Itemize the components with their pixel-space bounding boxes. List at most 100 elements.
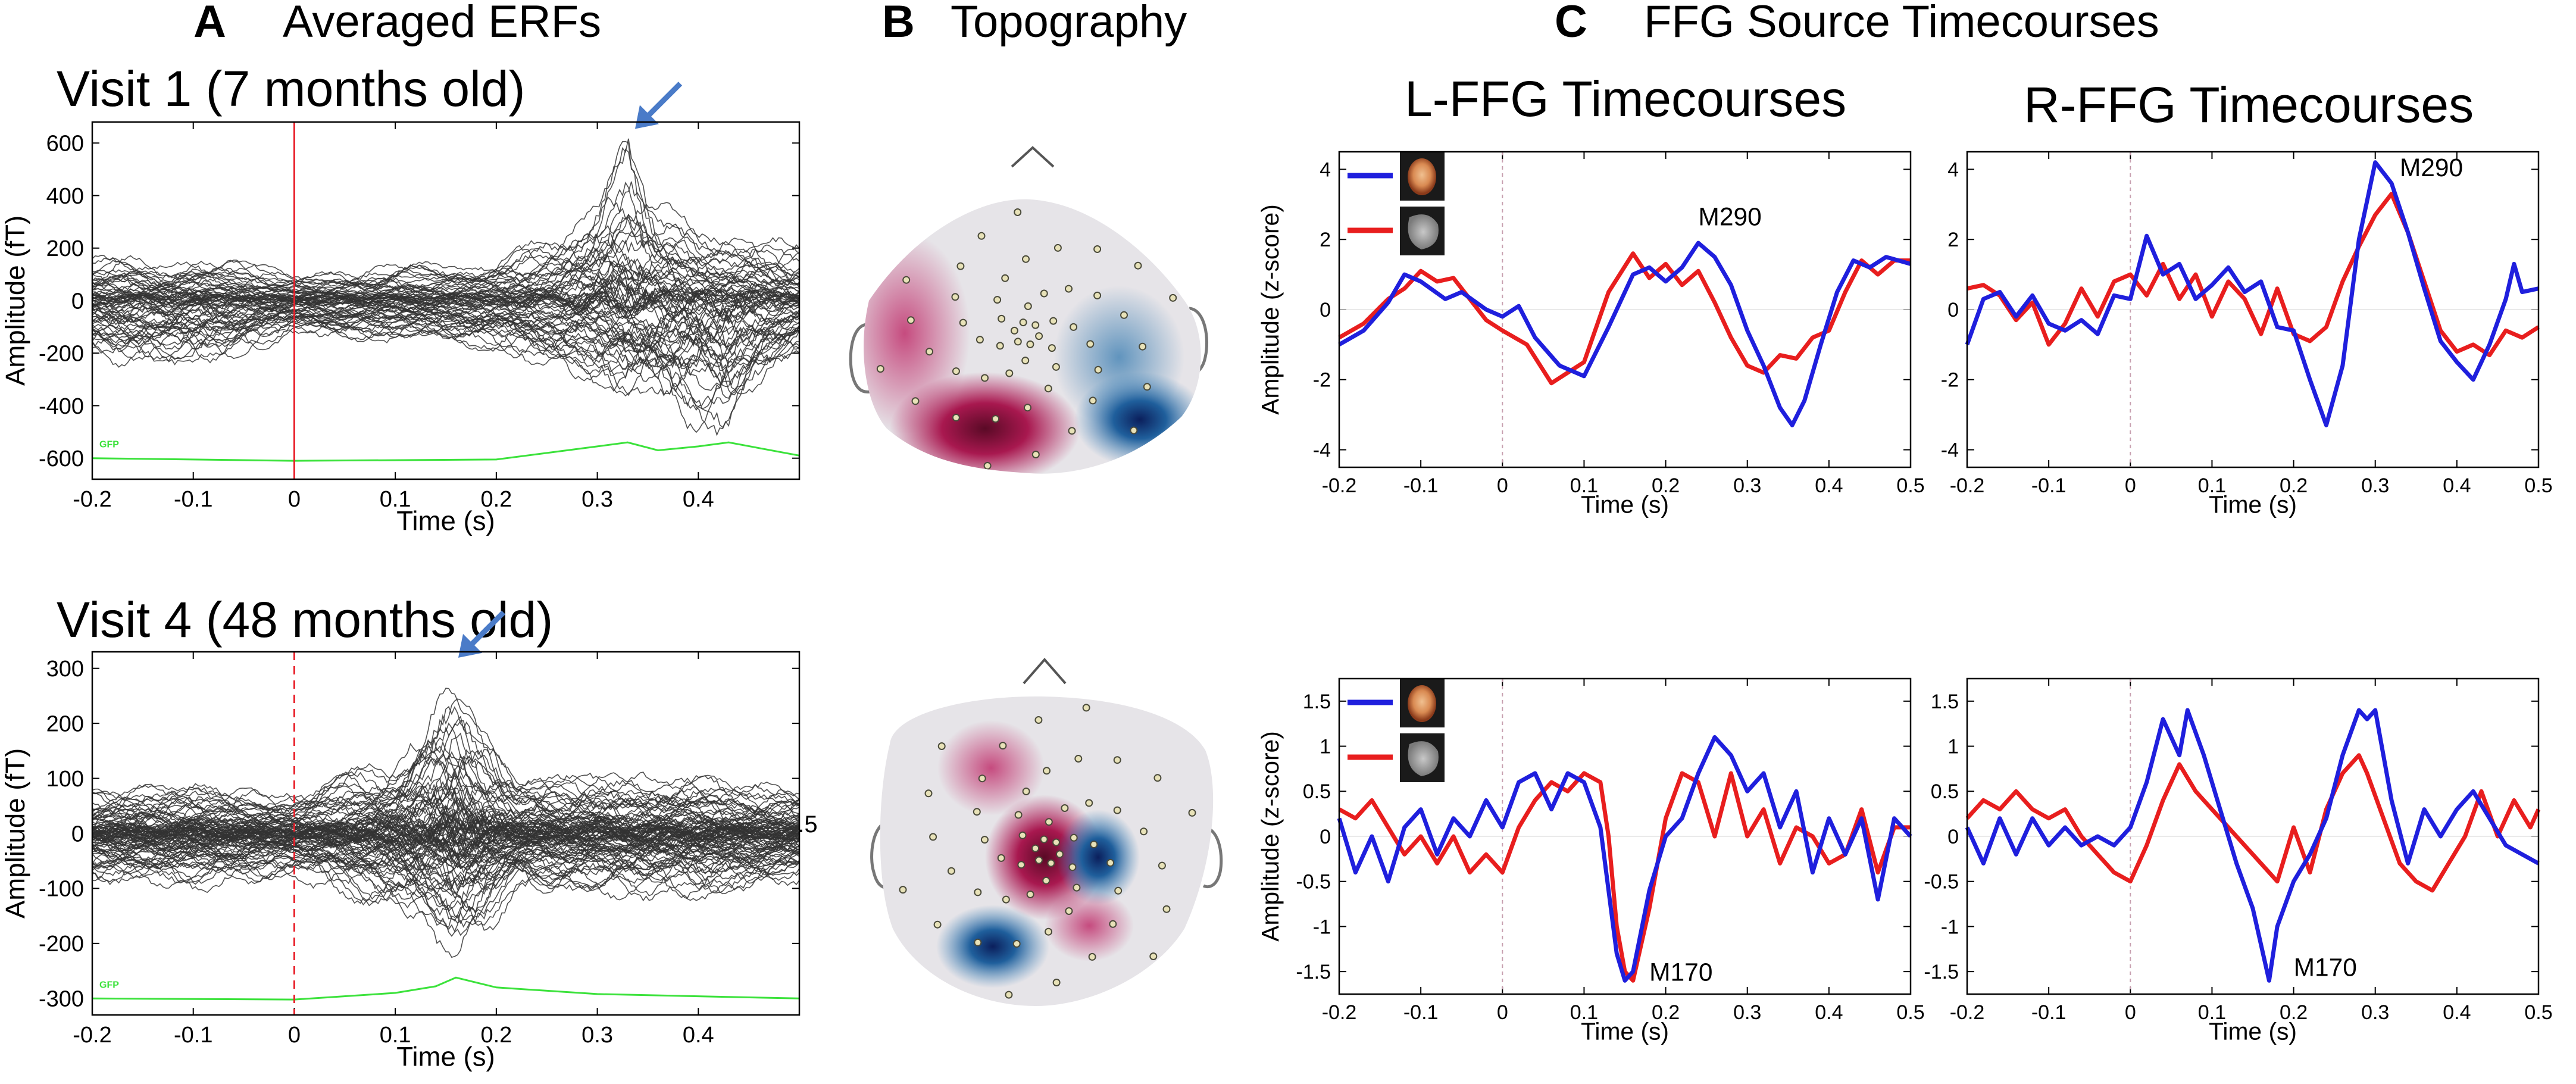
erf-sensor-trace: [92, 148, 800, 291]
erf-sensor-trace: [92, 805, 800, 842]
sensor-dot: [1019, 318, 1027, 327]
sensor-dot: [1113, 806, 1121, 814]
x-tick-label: -0.2: [73, 1023, 111, 1048]
x-axis-label: Time (s): [396, 506, 495, 536]
x-tick-label: -0.1: [174, 1023, 212, 1048]
sensor-dot: [951, 293, 959, 301]
sensor-dot: [959, 318, 967, 327]
sensor-dot: [1086, 340, 1095, 348]
sensor-dot: [1070, 833, 1078, 842]
sensor-dot: [1031, 844, 1040, 852]
rffg-visit4-chart: -0.2 -0.1 0 0.1 0.2 0.3 0.4 0.5 -1.5 -1 -0.5 0 0.5 1 1…: [1924, 677, 2553, 1045]
panel-a-letter: A: [193, 0, 226, 47]
plot-frame: [91, 651, 801, 1016]
plot-frame: [1966, 677, 2540, 995]
sensor-dot: [1082, 704, 1090, 712]
erf-sensor-trace: [92, 748, 800, 817]
sensor-dot: [1153, 774, 1162, 782]
sensor-dot: [1074, 755, 1083, 763]
y-tick-label: 100: [46, 767, 84, 792]
sensor-dot: [1005, 369, 1014, 377]
sensor-dot: [933, 920, 942, 929]
sensor-dot: [1062, 199, 1070, 205]
sensor-dot: [1093, 245, 1102, 253]
sensor-dot: [981, 374, 989, 382]
x-tick-label: -0.2: [1950, 474, 1985, 497]
sensor-dot: [1047, 859, 1055, 867]
sensor-dot: [1106, 858, 1115, 867]
face-series-line: [1337, 735, 1912, 983]
sensor-dot: [1065, 285, 1073, 293]
sensor-dot: [1134, 261, 1142, 270]
sensor-dot: [1024, 302, 1032, 310]
erf-sensor-trace: [92, 140, 800, 289]
sensor-dot: [1040, 289, 1048, 298]
y-tick-label: 300: [46, 657, 84, 682]
y-tick-label: -1.5: [1296, 961, 1331, 983]
y-tick-label: -1: [1941, 916, 1959, 938]
erf-sensor-trace: [92, 837, 800, 876]
sensor-dot: [1034, 716, 1043, 724]
sensor-dot: [980, 836, 989, 844]
y-axis-label: Amplitude (z-score): [1256, 204, 1284, 415]
erf-sensor-trace: [92, 856, 800, 931]
face-series-line: [1338, 240, 1911, 427]
erf-sensor-trace: [92, 240, 800, 298]
erf-traces: [92, 688, 800, 958]
y-tick-label: -2: [1941, 369, 1959, 392]
sensor-dot: [1061, 804, 1069, 812]
sensor-dot: [1017, 861, 1026, 869]
sensor-dot: [1052, 838, 1060, 846]
y-tick-label: -300: [39, 987, 84, 1012]
x-tick-label: 0.1: [1570, 474, 1598, 497]
sensor-dot: [1002, 895, 1010, 904]
sensor-dot: [1114, 886, 1123, 895]
sensor-dot: [1140, 827, 1148, 836]
sensor-dot: [1048, 344, 1056, 352]
x-tick-label: 0.4: [1815, 474, 1843, 497]
sensor-dot: [1001, 274, 1009, 282]
erf-sensor-trace: [92, 223, 800, 297]
sensor-dot: [1014, 811, 1023, 819]
sensor-dot: [1055, 850, 1064, 858]
y-tick-label: 0.5: [1931, 780, 1959, 803]
erf-sensor-trace: [92, 813, 800, 849]
x-tick-label: 0.3: [582, 1023, 613, 1048]
sensor-dot: [1149, 952, 1158, 960]
x-tick-label: -0.2: [1322, 1001, 1357, 1024]
x-tick-label: 0.3: [1733, 1001, 1761, 1024]
nose-marker: [1023, 657, 1067, 685]
x-tick-label: 0.4: [683, 487, 714, 512]
sensor-dot: [978, 774, 986, 783]
erf-sensor-trace: [92, 836, 800, 870]
sensor-dot: [974, 888, 982, 896]
object-series-line: [1965, 753, 2541, 893]
y-tick-label: -4: [1941, 439, 1959, 461]
sensor-dot: [1073, 883, 1081, 892]
erf-sensor-trace: [92, 782, 800, 833]
sensor-dot: [929, 833, 937, 841]
x-tick-label: 0.5: [1896, 1001, 1924, 1024]
x-axis-label: Time (s): [2209, 1018, 2297, 1045]
x-tick-label: 0: [288, 487, 301, 512]
erf-sensor-trace: [92, 777, 800, 832]
sensor-dot: [915, 232, 924, 240]
x-tick-label: 0.4: [2443, 474, 2471, 497]
sensor-dot: [937, 742, 946, 750]
lffg-title: L-FFG Timecourses: [1405, 71, 1846, 127]
object-stimulus-image: [1408, 214, 1439, 249]
sensor-dot: [1053, 243, 1062, 252]
y-axis-label: Amplitude (fT): [0, 215, 30, 386]
y-tick-label: -1.5: [1924, 961, 1959, 983]
sensor-dot: [1085, 799, 1093, 807]
x-tick-label: 0.2: [1652, 474, 1680, 497]
gfp-label: GFP: [99, 440, 119, 450]
x-tick-label: -0.2: [1322, 474, 1357, 497]
sensor-dot: [1090, 841, 1098, 849]
sensor-dot: [956, 262, 965, 270]
x-tick-label: -0.1: [2031, 474, 2067, 497]
erf-sensor-trace: [92, 688, 800, 817]
sensor-dot: [1035, 332, 1043, 340]
erf-sensor-trace: [92, 318, 800, 433]
x-tick-label: 0: [2125, 474, 2136, 497]
